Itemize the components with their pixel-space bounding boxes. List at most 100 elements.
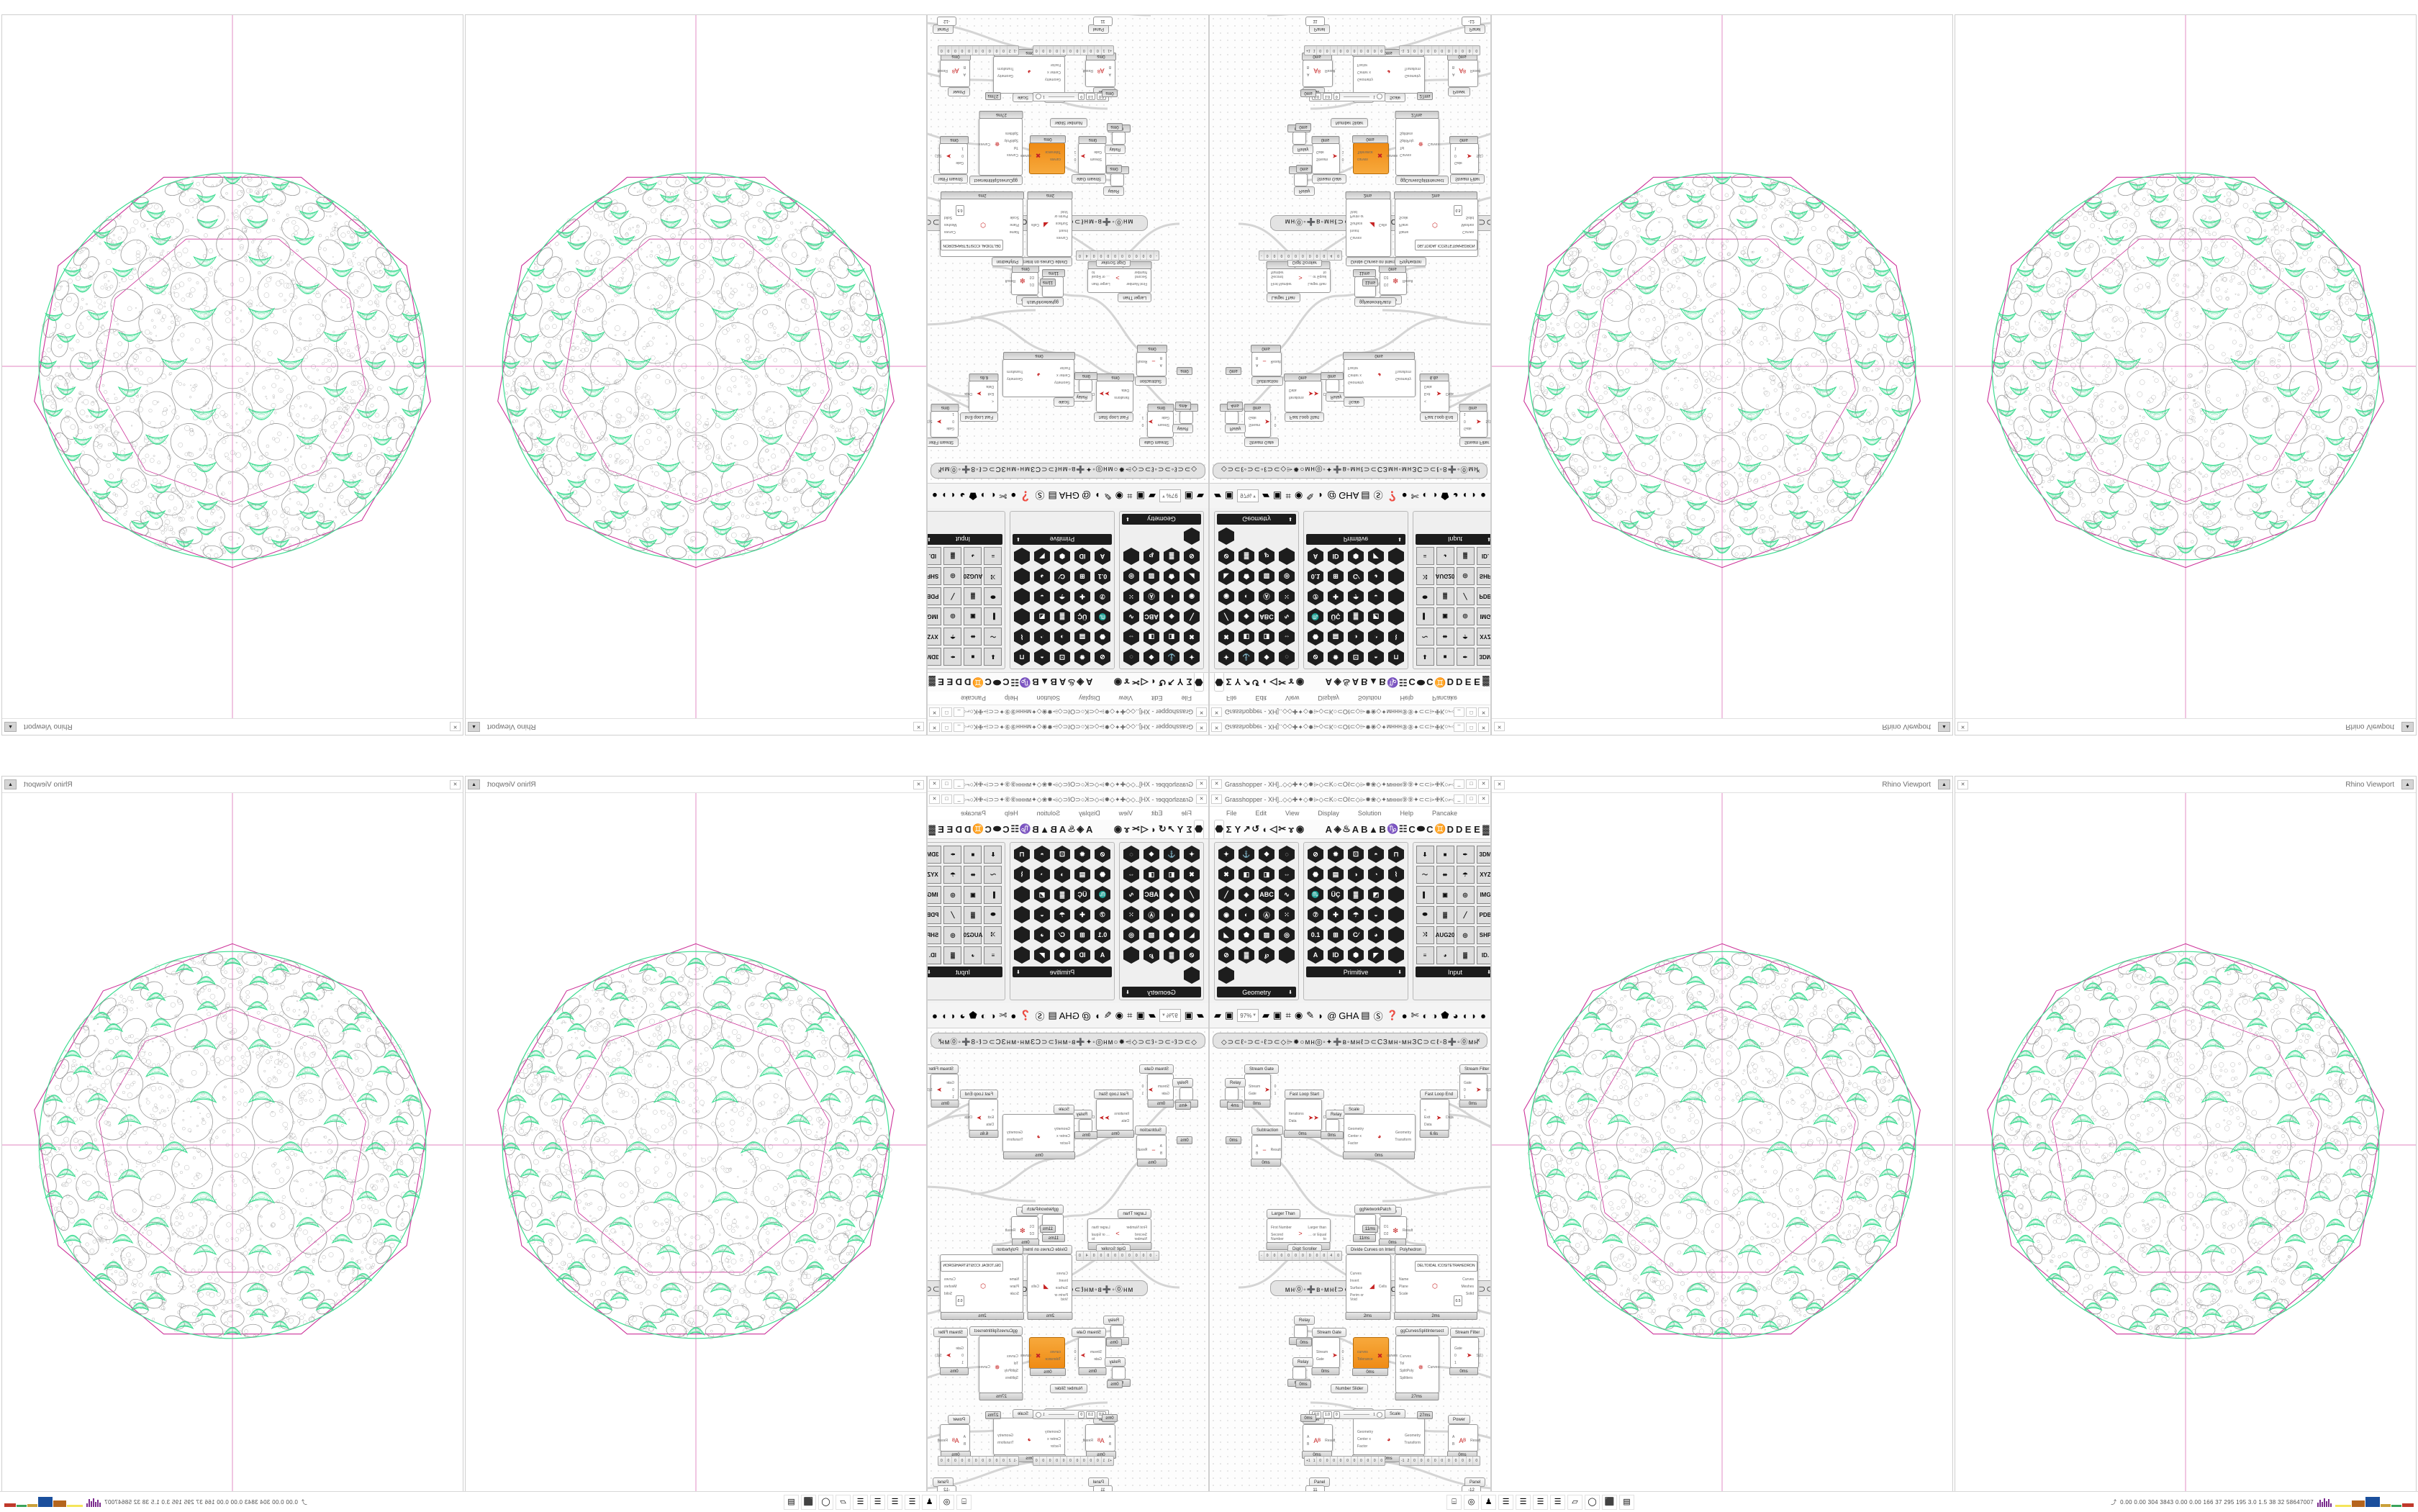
ribbon-tab-right-5[interactable]: ▲	[1040, 820, 1049, 838]
node-input-port[interactable]: Exit	[986, 1115, 994, 1120]
palette-icon-0-4[interactable]: ✖	[1217, 628, 1236, 646]
palette-expand-icon[interactable]: ⬇	[1398, 537, 1402, 543]
node-input-port[interactable]: Gate	[956, 161, 964, 166]
ribbon-tab-left-9[interactable]: ◉	[1113, 820, 1122, 838]
palette-icon-0-21[interactable]: ▓	[1162, 946, 1181, 964]
palette-icon-1-3[interactable]: ◓	[1367, 845, 1385, 864]
toolbar-icon-13[interactable]: ◐	[1423, 1007, 1428, 1024]
node-label-ggcurvessplit[interactable]: ggCurvesSplitIntersect	[1395, 1326, 1449, 1336]
palette-icon-1-4[interactable]: ⊓	[1013, 648, 1031, 666]
panel-close-icon[interactable]: ✕	[1196, 708, 1207, 717]
rhino-viewport[interactable]: ✕Rhino Viewport▲	[1, 776, 463, 1497]
node-input-port[interactable]: Perim or Void	[1350, 1293, 1365, 1302]
node-label-polyhedron[interactable]: Polyhedron	[992, 257, 1023, 266]
node-label-fastloopstart[interactable]: Fast Loop Start	[1094, 412, 1133, 422]
gh-node-streamfilter1[interactable]: Gate01➤S(1)	[930, 1074, 959, 1100]
toolbar-icon-0[interactable]: ▰	[1262, 1007, 1269, 1024]
node-output-port[interactable]: Geometry	[1404, 73, 1421, 78]
palette-icon-1-13[interactable]: ◩	[1367, 885, 1385, 904]
scroller-digit[interactable]: 0	[1126, 251, 1133, 260]
palette-icon-2-23[interactable]: ID.	[927, 946, 942, 964]
node-output-port[interactable]: Result	[1137, 1148, 1147, 1152]
scroller-digit[interactable]: 0	[1459, 1457, 1466, 1465]
palette-icon-1-10[interactable]: ♏	[1093, 607, 1112, 626]
palette-icon-0-5[interactable]: ◧	[1237, 865, 1256, 884]
node-input-port[interactable]: SplitPoly	[1400, 1369, 1413, 1373]
slider-dec-field[interactable]: 0	[1078, 94, 1085, 101]
gh-node-relay4[interactable]	[1112, 132, 1126, 145]
scroller-digit[interactable]: 0	[1410, 46, 1418, 55]
viewport-scroll-up-icon[interactable]: ▲	[2401, 779, 2414, 789]
toolbar-icon-12[interactable]: ✄	[1411, 487, 1419, 504]
scroller-digit[interactable]: 0	[1439, 1457, 1446, 1465]
close-button[interactable]: ✕	[1478, 723, 1489, 733]
slider-track[interactable]	[1344, 1414, 1370, 1415]
canvas-label-2[interactable]: Scale	[1385, 1409, 1405, 1418]
scroller-digit[interactable]: 0	[959, 1457, 966, 1465]
node-input-port[interactable]: D2	[1384, 275, 1388, 279]
node-input-port[interactable]: Gate	[956, 1346, 964, 1351]
panel-close-icon[interactable]: ✕	[1196, 795, 1207, 804]
ribbon-tab-right-14[interactable]: D	[954, 674, 963, 691]
scroller-digit[interactable]: 0	[1445, 46, 1452, 55]
minimize-button[interactable]: _	[954, 779, 964, 789]
palette-icon-2-6[interactable]: ☂	[1456, 628, 1475, 646]
new-file-icon[interactable]: ▰	[1197, 1007, 1204, 1024]
number-slider-numslider1[interactable]: 0.01.001	[1033, 92, 1109, 101]
toolbar-icon-14[interactable]: ◑	[981, 1007, 987, 1024]
ribbon-tab-right-3[interactable]: A	[1058, 820, 1067, 838]
node-input-port[interactable]: Curves	[1400, 1354, 1413, 1359]
ribbon-tab-left-6[interactable]: ◁	[1269, 674, 1277, 691]
scroller-digit[interactable]: 0	[1126, 1251, 1133, 1260]
toolbar-icon-0[interactable]: ▰	[1262, 487, 1269, 504]
palette-label-geometry[interactable]: Geometry⬇	[1217, 514, 1296, 525]
node-input-port[interactable]: Center x	[1348, 374, 1364, 378]
menu-item-solution[interactable]: Solution	[1028, 694, 1070, 702]
node-output-port[interactable]: Curves	[944, 1277, 957, 1282]
number-slider-numslider1[interactable]: 0.01.001	[1309, 1410, 1385, 1419]
palette-icon-0-1[interactable]: ⚓	[1237, 648, 1256, 666]
menu-item-edit[interactable]: Edit	[1246, 810, 1277, 817]
node-output-port[interactable]: … or Equal to	[1307, 1233, 1326, 1241]
maximize-button[interactable]: □	[1466, 708, 1477, 717]
notepad-icon[interactable]: ☰	[1533, 1495, 1548, 1510]
palette-icon-1-20[interactable]: 0.1	[1093, 567, 1112, 586]
palette-icon-2-0[interactable]: ⬇	[1416, 648, 1434, 666]
palette-icon-0-9[interactable]: ◈	[1237, 885, 1256, 904]
palette-icon-2-20[interactable]: ≡	[1416, 547, 1434, 566]
palette-icon-0-8[interactable]: ╱	[1217, 607, 1236, 626]
palette-icon-0-14[interactable]: Ⓐ	[1142, 905, 1161, 924]
palette-icon-2-21[interactable]: ◕	[1436, 547, 1454, 566]
disc-icon[interactable]: ◯	[1585, 1495, 1600, 1510]
palette-icon-1-26[interactable]: ID	[1326, 946, 1345, 964]
node-input-port[interactable]: D2	[1030, 1232, 1034, 1236]
scroller-digit[interactable]: 4	[1084, 1251, 1091, 1260]
palette-icon-2-14[interactable]: ╱	[943, 587, 962, 606]
palette-icon-0-24[interactable]	[1182, 527, 1201, 546]
save-file-icon[interactable]: ▣	[1225, 487, 1233, 504]
maximize-button[interactable]: □	[941, 779, 952, 789]
scroller-digit[interactable]: 0	[1095, 1457, 1101, 1465]
scroller-lead-digit[interactable]: 2	[1008, 1459, 1013, 1463]
palette-icon-2-19[interactable]: SHP	[1476, 925, 1491, 944]
node-output-port[interactable]: Transform	[1404, 66, 1421, 71]
toolbar-icon-1[interactable]: ▣	[1273, 487, 1282, 504]
gh-node-polyhedron[interactable]: NamePlaneScale⬡CurvesMeshesSolidDELTOIDA…	[940, 199, 1023, 257]
scroller-digit[interactable]: 0	[1098, 251, 1105, 260]
menu-item-edit[interactable]: Edit	[1142, 694, 1172, 702]
ribbon-tab-right-3[interactable]: A	[1058, 674, 1067, 691]
node-input-port[interactable]: Tol	[1005, 1362, 1018, 1366]
palette-icon-0-18[interactable]: ▨	[1142, 925, 1161, 944]
gh-node-powerL[interactable]: ABAᴮResult	[1085, 60, 1115, 87]
palette-icon-0-16[interactable]: ◣	[1217, 567, 1236, 586]
palette-icon-1-26[interactable]: ID	[1326, 547, 1345, 566]
node-label-streamfilter1[interactable]: Stream Filter	[1459, 438, 1490, 447]
node-output-port[interactable]: 0	[1342, 1350, 1344, 1354]
scroller-digit[interactable]: 0	[1334, 251, 1341, 260]
palette-icon-1-17[interactable]: ☂	[1346, 587, 1365, 606]
ribbon-tab-right-15[interactable]: E	[946, 674, 954, 691]
node-input-port[interactable]: Name	[1399, 1277, 1408, 1282]
node-input-port[interactable]: Perim or Void	[1053, 210, 1068, 219]
scroller-digit[interactable]: 0	[1067, 1457, 1074, 1465]
toolbar-icon-14[interactable]: ◑	[1431, 1007, 1437, 1024]
